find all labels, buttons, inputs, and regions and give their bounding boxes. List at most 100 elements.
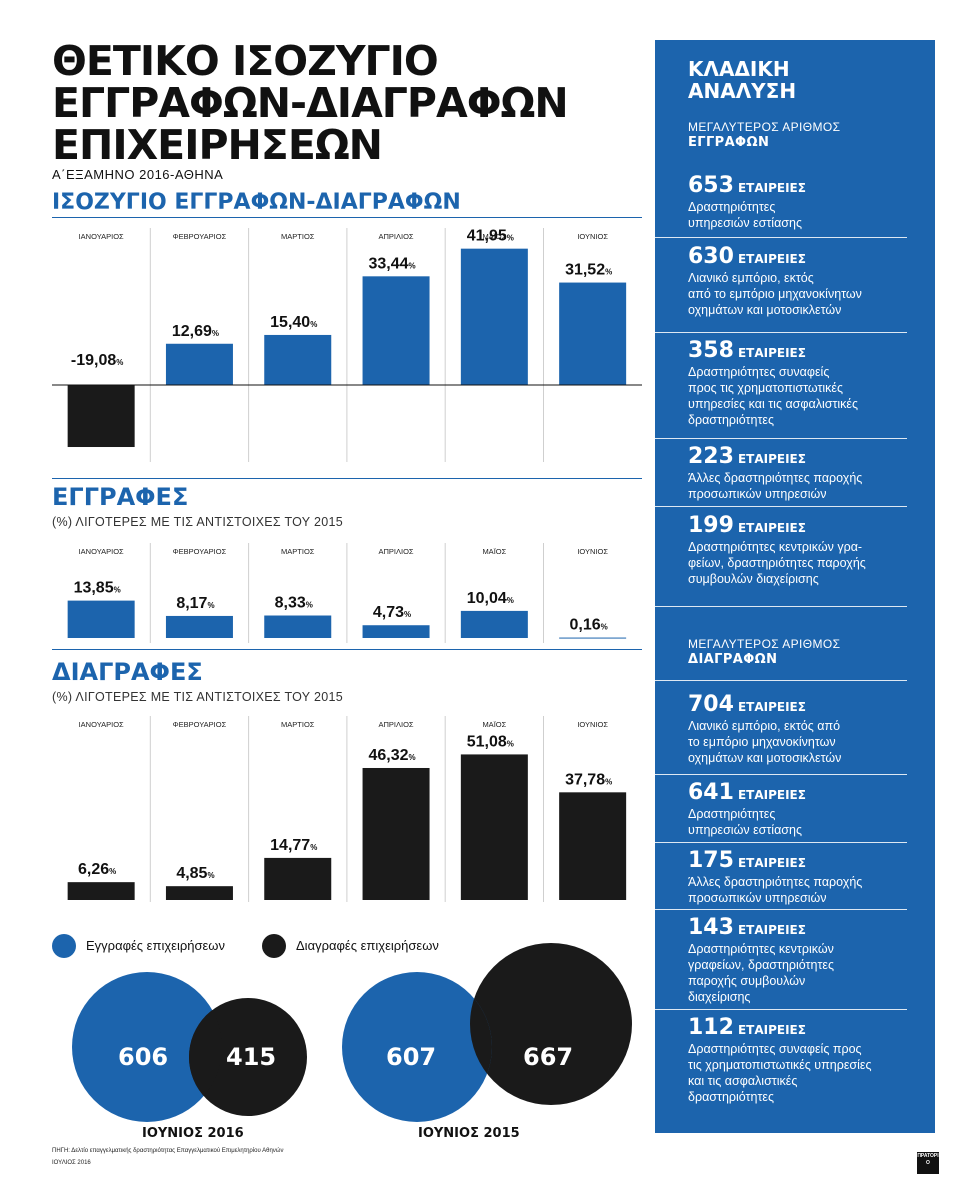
entry-separator: [655, 680, 907, 681]
sector-entry-head: 223 ΕΤΑΙΡΕΙΕΣ: [688, 444, 918, 469]
panel-title: ΚΛΑΔΙΚΗ ΑΝΑΛΥΣΗ: [688, 58, 796, 102]
company-unit: ΕΤΑΙΡΕΙΕΣ: [737, 452, 806, 466]
sector-entry-head: 112 ΕΤΑΙΡΕΙΕΣ: [688, 1015, 918, 1040]
bar: [264, 334, 332, 385]
sector-description: Δραστηριότητες συναφείς προς τις χρηματοπ…: [688, 364, 918, 428]
data-label: 37,78%: [565, 771, 612, 788]
sector-description: Λιανικό εμπόριο, εκτός από το εμπόριο μηχ…: [688, 718, 918, 766]
sector-description-line: Δραστηριότητες συναφείς: [688, 365, 830, 379]
data-label: 31,52%: [565, 262, 612, 279]
company-unit: ΕΤΑΙΡΕΙΕΣ: [737, 181, 806, 195]
bar: [559, 282, 627, 385]
logo-text: ΠΡΑΤΟΡΙΟ: [917, 1153, 939, 1166]
sector-description-line: και τις ασφαλιστικές: [688, 1074, 798, 1088]
sector-entry-head: 653 ΕΤΑΙΡΕΙΕΣ: [688, 173, 918, 198]
sector-description-line: προσωπικών υπηρεσιών: [688, 487, 827, 501]
sector-description: Δραστηριότητες συναφείς προς τις χρηματοπ…: [688, 1041, 918, 1105]
month-label: ΜΑΪΟΣ: [482, 720, 506, 729]
sector-description-line: παροχής συμβουλών: [688, 974, 806, 988]
company-unit: ΕΤΑΙΡΕΙΕΣ: [737, 700, 806, 714]
balance-chart-title: ΙΣΟΖΥΓΙΟ ΕΓΓΡΑΦΩΝ-ΔΙΑΓΡΑΦΩΝ: [52, 190, 461, 215]
june2016-deletions-value: 415: [226, 1043, 277, 1071]
data-label: 4,73%: [373, 604, 411, 621]
bar: [559, 792, 627, 900]
company-unit: ΕΤΑΙΡΕΙΕΣ: [737, 346, 806, 360]
sector-description: Άλλες δραστηριότητες παροχής προσωπικών υ…: [688, 874, 918, 906]
data-label: 8,33%: [275, 595, 313, 612]
registrations-legend-label: Εγγραφές επιχειρήσεων: [86, 938, 225, 953]
month-label: ΙΑΝΟΥΑΡΙΟΣ: [79, 547, 124, 556]
deletions-subheading: ΜΕΓΑΛΥΤΕΡΟΣ ΑΡΙΘΜΟΣ ΔΙΑΓΡΑΦΩΝ: [688, 637, 840, 667]
data-label: 12,69%: [172, 323, 219, 340]
data-label: 51,08%: [467, 733, 514, 750]
entry-separator: [655, 1009, 907, 1010]
data-label: 41,95%: [467, 228, 514, 245]
bar: [264, 857, 332, 900]
month-label: ΦΕΒΡΟΥΑΡΙΟΣ: [173, 547, 227, 556]
month-label: ΑΠΡΙΛΙΟΣ: [379, 232, 414, 241]
bar: [165, 615, 233, 638]
sector-description-line: Δραστηριότητες κεντρικών γρα-: [688, 540, 863, 554]
registrations-subheading-line1: ΜΕΓΑΛΥΤΕΡΟΣ ΑΡΙΘΜΟΣ: [688, 120, 841, 134]
entry-separator: [655, 438, 907, 439]
data-label: 14,77%: [270, 837, 317, 854]
sector-description-line: Δραστηριότητες συναφείς προς: [688, 1042, 862, 1056]
month-label: ΙΟΥΝΙΟΣ: [577, 720, 608, 729]
sector-description-line: συμβουλών διαχείρισης: [688, 572, 819, 586]
title-line: ΕΓΓΡΑΦΩΝ-ΔΙΑΓΡΑΦΩΝ: [52, 79, 569, 127]
sector-entry: 630 ΕΤΑΙΡΕΙΕΣ Λιανικό εμπόριο, εκτός από το…: [688, 244, 918, 318]
deletions-note: (%) ΛΙΓΟΤΕΡΕΣ ΜΕ ΤΙΣ ΑΝΤΙΣΤΟΙΧΕΣ ΤΟΥ 201…: [52, 690, 343, 704]
month-label: ΦΕΒΡΟΥΑΡΙΟΣ: [173, 720, 227, 729]
month-label: ΙΑΝΟΥΑΡΙΟΣ: [79, 232, 124, 241]
company-count: 199: [688, 513, 734, 538]
company-count: 630: [688, 244, 734, 269]
month-label: ΜΑΡΤΙΟΣ: [281, 232, 315, 241]
divider: [52, 649, 642, 650]
sector-entry: 223 ΕΤΑΙΡΕΙΕΣ Άλλες δραστηριότητες παροχής…: [688, 444, 918, 502]
data-label: 33,44%: [368, 255, 415, 272]
sector-description-line: δραστηριότητες: [688, 413, 774, 427]
month-label: ΜΑΪΟΣ: [482, 232, 506, 241]
balance-chart: ΙΑΝΟΥΑΡΙΟΣ -19,08% ΦΕΒΡΟΥΑΡΙΟΣ 12,69% ΜΑΡΤΙΟ…: [52, 228, 642, 462]
publisher-logo: ΠΡΑΤΟΡΙΟ: [917, 1152, 939, 1174]
company-count: 223: [688, 444, 734, 469]
sector-entry: 358 ΕΤΑΙΡΕΙΕΣ Δραστηριότητες συναφείς προς …: [688, 338, 918, 428]
entry-separator: [655, 332, 907, 333]
bar: [460, 754, 528, 900]
month-label: ΑΠΡΙΛΙΟΣ: [379, 547, 414, 556]
page-title: ΘΕΤΙΚΟ ΙΣΟΖΥΓΙΟ ΕΓΓΡΑΦΩΝ-ΔΙΑΓΡΑΦΩΝ ΕΠΙΧΕ…: [52, 40, 569, 166]
company-unit: ΕΤΑΙΡΕΙΕΣ: [737, 923, 806, 937]
bar: [67, 882, 135, 900]
bar: [67, 385, 135, 448]
data-label: 15,40%: [270, 314, 317, 331]
data-label: 0,16%: [570, 617, 608, 634]
sector-description-line: προσωπικών υπηρεσιών: [688, 891, 827, 905]
bar: [362, 276, 430, 385]
source-note: ΠΗΓΗ: Δελτίο επαγγελματικής δραστηριότητ…: [52, 1148, 284, 1154]
deletions-legend-label: Διαγραφές επιχειρήσεων: [296, 938, 439, 953]
sector-entry-head: 358 ΕΤΑΙΡΕΙΕΣ: [688, 338, 918, 363]
sector-entry: 175 ΕΤΑΙΡΕΙΕΣ Άλλες δραστηριότητες παροχής…: [688, 848, 918, 906]
sector-entry-head: 704 ΕΤΑΙΡΕΙΕΣ: [688, 692, 918, 717]
deletions-legend-dot: [262, 934, 286, 958]
company-count: 704: [688, 692, 734, 717]
company-count: 358: [688, 338, 734, 363]
company-count: 653: [688, 173, 734, 198]
panel-title-line: ΑΝΑΛΥΣΗ: [688, 79, 797, 103]
june2015-registrations-value: 607: [386, 1043, 437, 1071]
sector-entry-head: 143 ΕΤΑΙΡΕΙΕΣ: [688, 915, 918, 940]
data-label: 6,26%: [78, 861, 116, 878]
month-label: ΙΟΥΝΙΟΣ: [577, 547, 608, 556]
bar: [559, 637, 627, 639]
sector-description: Δραστηριότητες υπηρεσιών εστίασης: [688, 806, 918, 838]
company-count: 112: [688, 1015, 734, 1040]
sector-entry: 704 ΕΤΑΙΡΕΙΕΣ Λιανικό εμπόριο, εκτός από το…: [688, 692, 918, 766]
sector-description-line: Δραστηριότητες: [688, 807, 776, 821]
sector-description: Δραστηριότητες κεντρικών γρα-φείων, δρασ…: [688, 539, 918, 587]
month-label: ΜΑΪΟΣ: [482, 547, 506, 556]
month-label: ΦΕΒΡΟΥΑΡΙΟΣ: [173, 232, 227, 241]
sector-entry-head: 641 ΕΤΑΙΡΕΙΕΣ: [688, 780, 918, 805]
data-label: 13,85%: [74, 580, 121, 597]
deletions-subheading-line2: ΔΙΑΓΡΑΦΩΝ: [688, 652, 778, 667]
sector-description-line: διαχείρισης: [688, 990, 751, 1004]
